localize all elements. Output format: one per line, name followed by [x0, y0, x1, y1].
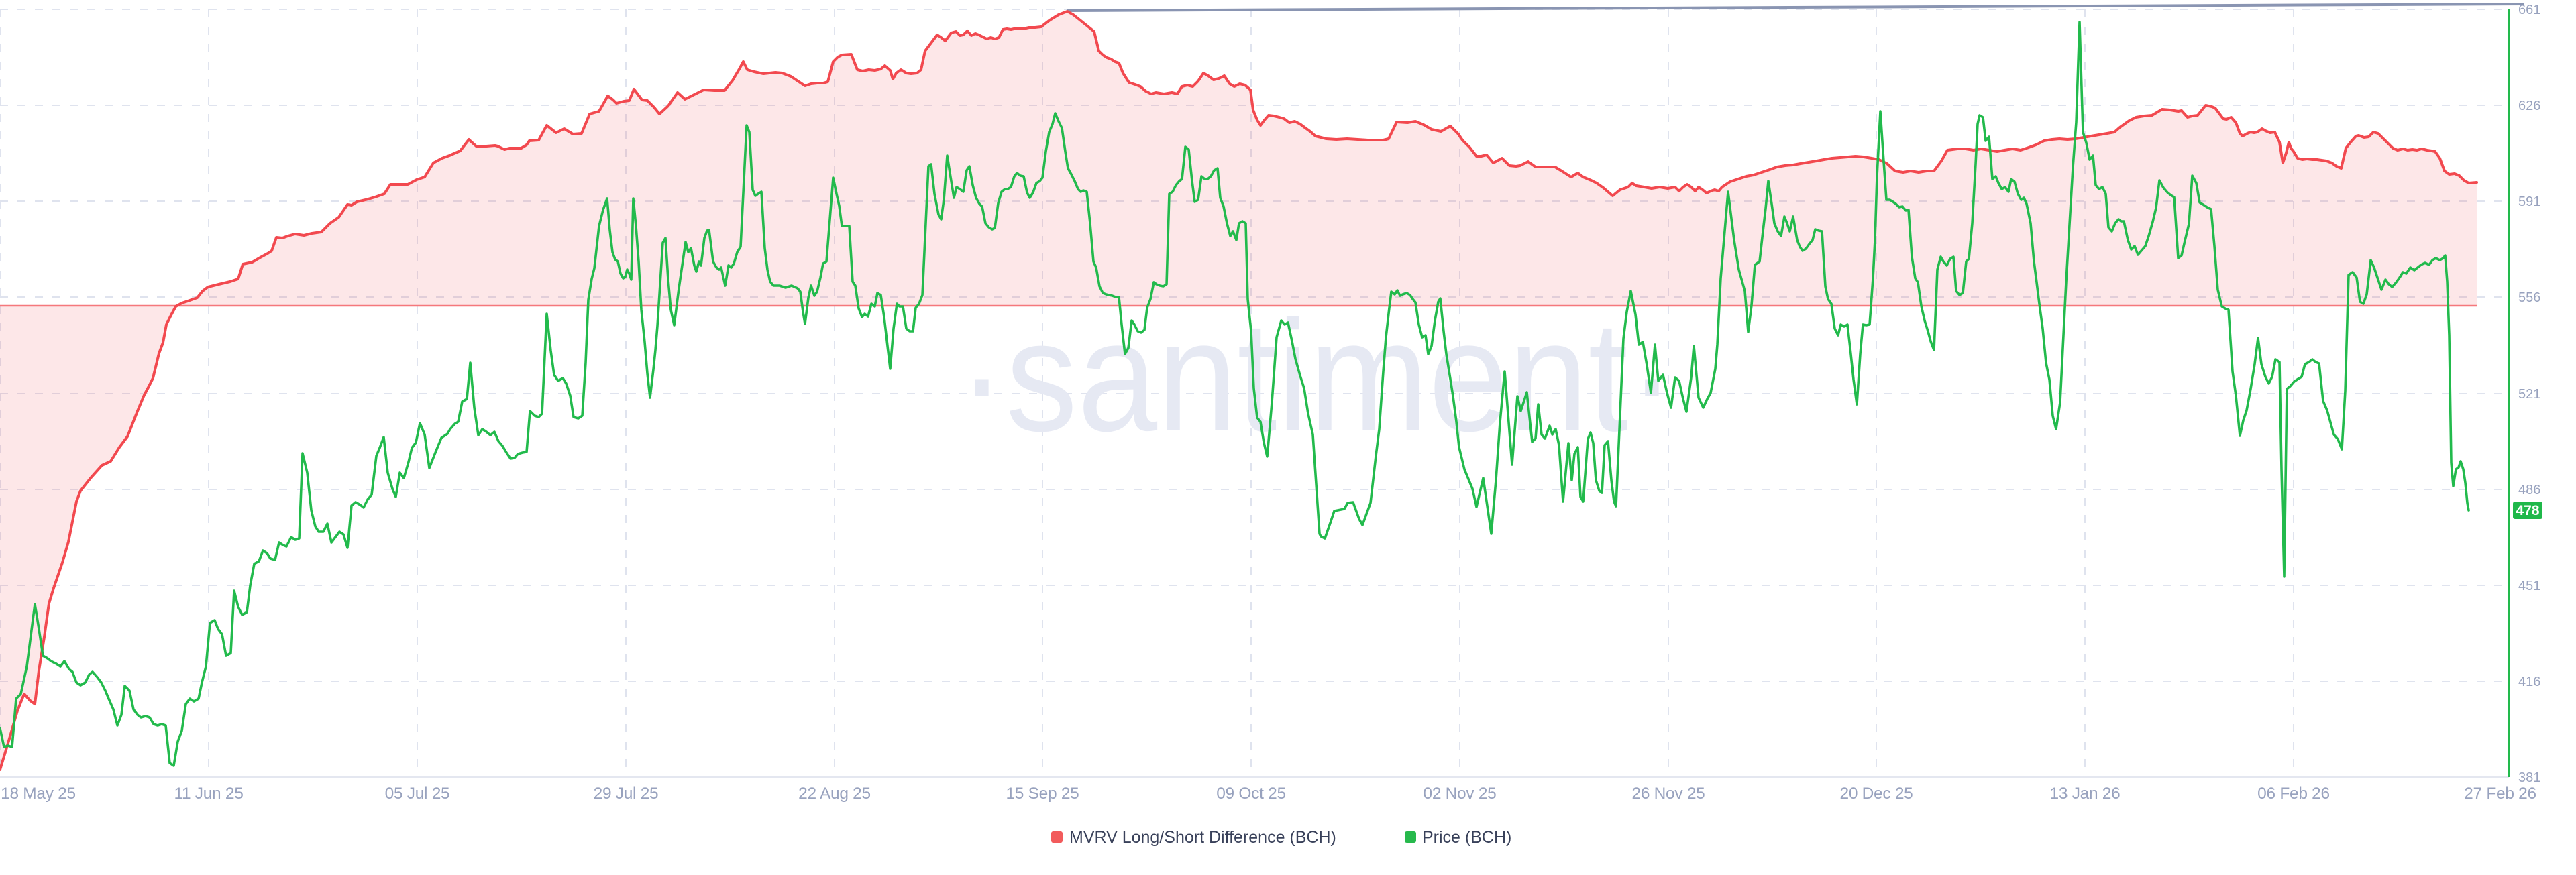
svg-text:486: 486 [2518, 483, 2540, 498]
svg-text:591: 591 [2518, 194, 2540, 209]
svg-text:22 Aug 25: 22 Aug 25 [798, 784, 871, 803]
svg-text:661: 661 [2518, 3, 2540, 17]
svg-text:13 Jan 26: 13 Jan 26 [2050, 784, 2121, 803]
svg-text:20 Dec 25: 20 Dec 25 [1840, 784, 1913, 803]
svg-text:MVRV Long/Short Difference (BC: MVRV Long/Short Difference (BCH) [1069, 828, 1336, 847]
svg-text:02 Nov 25: 02 Nov 25 [1424, 784, 1497, 803]
svg-text:18 May 25: 18 May 25 [1, 784, 76, 803]
svg-text:521: 521 [2518, 387, 2540, 402]
svg-text:27 Feb 26: 27 Feb 26 [2464, 784, 2536, 803]
svg-text:Price (BCH): Price (BCH) [1422, 828, 1511, 847]
svg-text:·santiment·: ·santiment· [958, 288, 1676, 465]
svg-text:11 Jun 25: 11 Jun 25 [174, 784, 243, 803]
svg-text:26 Nov 25: 26 Nov 25 [1632, 784, 1705, 803]
svg-text:09 Oct 25: 09 Oct 25 [1216, 784, 1286, 803]
svg-text:626: 626 [2518, 99, 2540, 113]
svg-text:05 Jul 25: 05 Jul 25 [385, 784, 450, 803]
svg-text:15 Sep 25: 15 Sep 25 [1006, 784, 1079, 803]
svg-text:06 Feb 26: 06 Feb 26 [2257, 784, 2330, 803]
svg-text:556: 556 [2518, 290, 2540, 305]
svg-text:29 Jul 25: 29 Jul 25 [594, 784, 659, 803]
svg-text:478: 478 [2516, 503, 2539, 518]
svg-text:416: 416 [2518, 675, 2540, 689]
svg-text:381: 381 [2518, 770, 2540, 785]
svg-text:451: 451 [2518, 579, 2540, 593]
